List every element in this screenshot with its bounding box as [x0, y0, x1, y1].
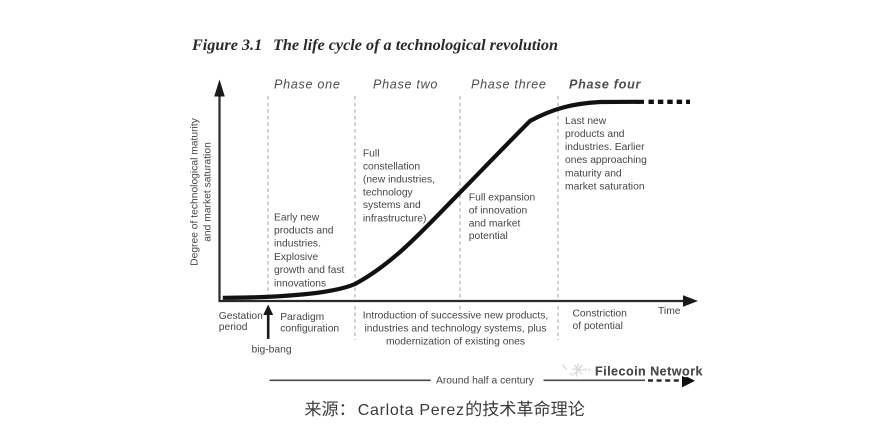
svg-text:Full: Full — [363, 149, 380, 160]
svg-text:industries and technology syst: industries and technology systems, plus — [364, 323, 546, 334]
svg-text:Around half a century: Around half a century — [436, 375, 535, 386]
svg-text:ones approaching: ones approaching — [565, 155, 647, 166]
svg-text:constellation: constellation — [363, 162, 421, 173]
svg-text:of innovation: of innovation — [469, 205, 528, 216]
svg-text:Carlota Perez: Carlota Perez — [358, 402, 465, 419]
svg-text:maturity and: maturity and — [565, 169, 622, 180]
svg-text:Phase two: Phase two — [373, 78, 438, 92]
svg-text:Paradigm: Paradigm — [280, 312, 324, 323]
svg-text:modernization of existing ones: modernization of existing ones — [386, 337, 525, 348]
svg-text:technology: technology — [363, 187, 414, 198]
svg-text:Gestation: Gestation — [219, 311, 263, 322]
svg-text:products and: products and — [274, 226, 334, 237]
svg-text:Phase one: Phase one — [274, 78, 341, 92]
svg-text:potential: potential — [469, 231, 508, 242]
svg-text:Last new: Last new — [565, 116, 607, 127]
svg-text:innovations: innovations — [274, 278, 326, 289]
svg-text:Introduction of successive new: Introduction of successive new products, — [363, 310, 548, 321]
svg-text:period: period — [219, 322, 248, 333]
svg-text:(new industries,: (new industries, — [363, 174, 435, 185]
svg-text:Full expansion: Full expansion — [469, 193, 536, 204]
svg-text:Phase three: Phase three — [471, 78, 547, 92]
svg-text:industries.: industries. — [274, 239, 321, 250]
svg-text:big-bang: big-bang — [252, 345, 292, 356]
svg-text:growth and fast: growth and fast — [274, 265, 345, 276]
svg-text:systems and: systems and — [363, 200, 421, 211]
svg-text:and market: and market — [469, 218, 521, 229]
svg-text:configuration: configuration — [280, 323, 339, 334]
svg-text:The life cycle of a technologi: The life cycle of a technological revolu… — [273, 36, 558, 54]
svg-text:Time: Time — [658, 306, 681, 317]
svg-text:Filecoin Network: Filecoin Network — [595, 365, 704, 379]
svg-text:products and: products and — [565, 129, 625, 140]
svg-text:Figure 3.1: Figure 3.1 — [191, 36, 262, 54]
svg-text:Constriction: Constriction — [573, 309, 628, 320]
svg-text:Filecoin Network: Filecoin Network — [595, 365, 704, 379]
svg-text:Phase four: Phase four — [569, 78, 641, 92]
svg-text:of potential: of potential — [573, 321, 623, 332]
svg-text:Early new: Early new — [274, 212, 320, 223]
svg-text:Explosive: Explosive — [274, 252, 318, 263]
svg-text:Degree of technological maturi: Degree of technological maturity — [190, 117, 201, 266]
svg-text:infrastructure): infrastructure) — [363, 213, 427, 224]
svg-text:market saturation: market saturation — [565, 182, 645, 193]
svg-text:and market saturation: and market saturation — [203, 142, 214, 242]
svg-text:industries. Earlier: industries. Earlier — [565, 142, 645, 153]
